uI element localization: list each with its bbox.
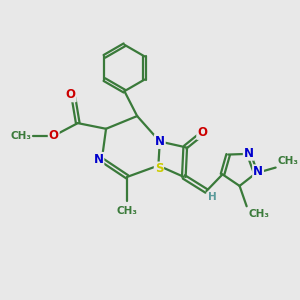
Text: N: N	[253, 165, 263, 178]
Text: O: O	[49, 129, 59, 142]
Text: N: N	[155, 135, 165, 148]
Text: CH₃: CH₃	[10, 131, 31, 141]
Text: CH₃: CH₃	[277, 156, 298, 166]
Text: N: N	[93, 153, 103, 166]
Text: N: N	[244, 147, 254, 160]
Text: CH₃: CH₃	[117, 206, 138, 216]
Text: O: O	[197, 126, 207, 139]
Text: H: H	[208, 192, 217, 202]
Text: O: O	[66, 88, 76, 101]
Text: CH₃: CH₃	[248, 209, 269, 219]
Text: S: S	[155, 163, 163, 176]
